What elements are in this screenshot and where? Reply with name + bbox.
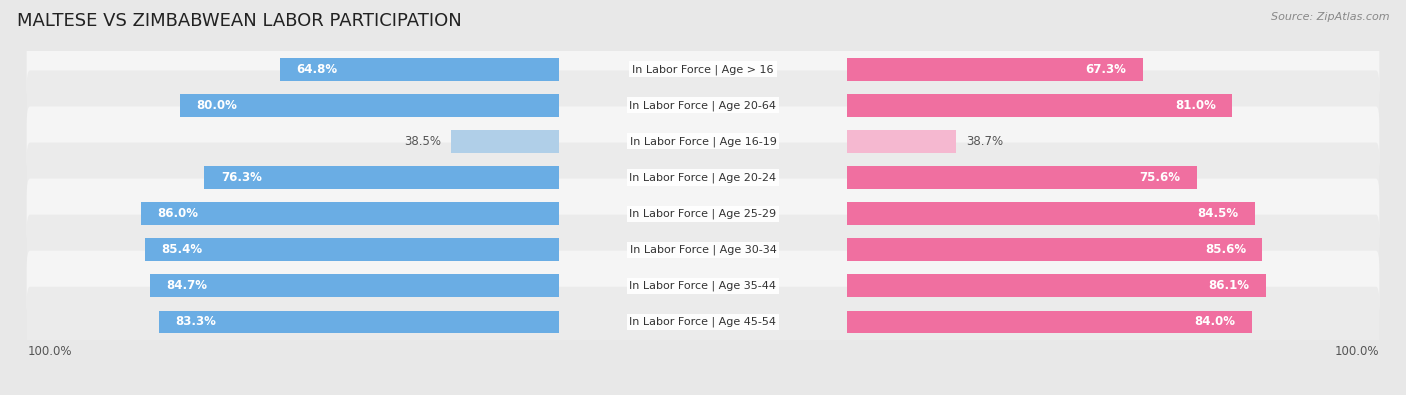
Text: 84.0%: 84.0% — [1195, 315, 1236, 328]
Text: 86.0%: 86.0% — [157, 207, 198, 220]
Text: 76.3%: 76.3% — [221, 171, 262, 184]
Text: 86.1%: 86.1% — [1208, 279, 1250, 292]
Text: Source: ZipAtlas.com: Source: ZipAtlas.com — [1271, 12, 1389, 22]
Text: MALTESE VS ZIMBABWEAN LABOR PARTICIPATION: MALTESE VS ZIMBABWEAN LABOR PARTICIPATIO… — [17, 12, 461, 30]
Text: 85.6%: 85.6% — [1205, 243, 1246, 256]
Bar — [149, 275, 560, 297]
Legend: Maltese, Zimbabwean: Maltese, Zimbabwean — [606, 391, 800, 395]
Bar — [180, 94, 560, 117]
Text: 85.4%: 85.4% — [162, 243, 202, 256]
Bar — [159, 310, 560, 333]
FancyBboxPatch shape — [27, 287, 1379, 357]
Text: 38.5%: 38.5% — [405, 135, 441, 148]
Bar — [846, 310, 1251, 333]
Bar — [846, 202, 1256, 225]
Bar — [846, 239, 1263, 261]
Bar — [141, 202, 560, 225]
Bar — [846, 130, 956, 152]
Text: In Labor Force | Age 45-54: In Labor Force | Age 45-54 — [630, 316, 776, 327]
FancyBboxPatch shape — [27, 251, 1379, 321]
Text: In Labor Force | Age 20-64: In Labor Force | Age 20-64 — [630, 100, 776, 111]
Bar — [451, 130, 560, 152]
Text: In Labor Force | Age 16-19: In Labor Force | Age 16-19 — [630, 136, 776, 147]
Text: In Labor Force | Age 25-29: In Labor Force | Age 25-29 — [630, 208, 776, 219]
Text: 64.8%: 64.8% — [295, 63, 337, 76]
FancyBboxPatch shape — [27, 34, 1379, 104]
FancyBboxPatch shape — [27, 70, 1379, 140]
Text: 83.3%: 83.3% — [174, 315, 217, 328]
Text: 75.6%: 75.6% — [1140, 171, 1181, 184]
Text: 38.7%: 38.7% — [966, 135, 1002, 148]
Bar — [204, 166, 560, 189]
Text: In Labor Force | Age 20-24: In Labor Force | Age 20-24 — [630, 172, 776, 183]
Bar — [846, 58, 1143, 81]
Text: 81.0%: 81.0% — [1175, 99, 1216, 112]
FancyBboxPatch shape — [27, 143, 1379, 213]
Text: In Labor Force | Age 30-34: In Labor Force | Age 30-34 — [630, 245, 776, 255]
Bar — [145, 239, 560, 261]
FancyBboxPatch shape — [27, 179, 1379, 248]
Text: 67.3%: 67.3% — [1085, 63, 1126, 76]
Text: 80.0%: 80.0% — [197, 99, 238, 112]
FancyBboxPatch shape — [27, 107, 1379, 177]
Text: In Labor Force | Age > 16: In Labor Force | Age > 16 — [633, 64, 773, 75]
Bar — [280, 58, 560, 81]
Text: 84.5%: 84.5% — [1198, 207, 1239, 220]
Bar — [846, 166, 1197, 189]
FancyBboxPatch shape — [27, 214, 1379, 284]
Text: 84.7%: 84.7% — [166, 279, 207, 292]
Bar — [846, 94, 1232, 117]
Text: In Labor Force | Age 35-44: In Labor Force | Age 35-44 — [630, 280, 776, 291]
Bar — [846, 275, 1265, 297]
